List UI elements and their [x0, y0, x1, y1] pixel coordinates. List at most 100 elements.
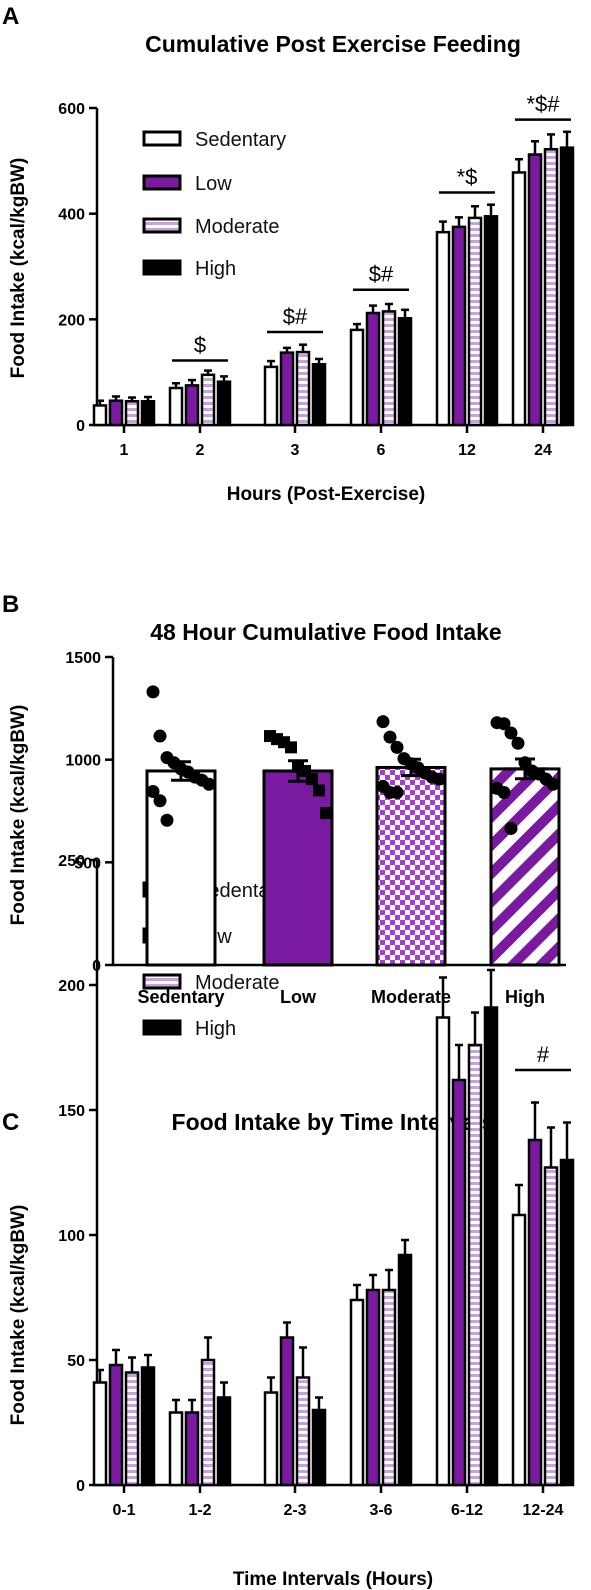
bar-low: [262, 769, 334, 967]
data-point: [313, 784, 325, 797]
bar-high: [311, 1408, 327, 1487]
x-tick-label: 3: [291, 442, 300, 459]
legend-a: Sedentary Low Moderate High: [142, 129, 286, 280]
bar-moderate: [381, 310, 397, 427]
legend-label-high: High: [195, 1018, 236, 1040]
bar-high: [559, 1158, 575, 1487]
data-point: [432, 772, 446, 786]
y-tick-label: 50: [67, 1353, 85, 1370]
bar-low: [527, 153, 543, 427]
bar-low: [451, 225, 467, 427]
bar-high: [483, 215, 499, 427]
x-tick-label: High: [505, 987, 545, 1007]
significance-label: *$: [457, 165, 478, 190]
bar-low: [184, 1411, 200, 1487]
bar-moderate: [467, 216, 483, 427]
data-point: [320, 807, 332, 820]
y-tick-label: 150: [58, 1103, 85, 1120]
bar-high: [483, 1006, 499, 1487]
significance-label: $#: [369, 262, 394, 287]
bar-low: [108, 399, 124, 427]
y-tick-label: 250: [58, 853, 85, 870]
legend-swatch-high: [142, 1019, 182, 1036]
chart-b-ylabel: Food Intake (kcal/kgBW): [8, 705, 29, 926]
x-tick-label: 2: [196, 442, 205, 459]
bar-moderate: [375, 765, 447, 967]
bar-high: [140, 399, 156, 427]
data-point: [390, 786, 404, 800]
x-tick-label: 12-24: [523, 1502, 564, 1519]
data-point: [376, 715, 390, 729]
bar-low: [279, 1336, 295, 1487]
bar-sedentary: [168, 1411, 184, 1487]
data-point: [504, 821, 518, 835]
bar-moderate: [543, 1166, 559, 1487]
y-tick-label: 1000: [65, 753, 101, 770]
significance-label: #: [537, 1042, 550, 1067]
chart-c-xlabel: Time Intervals (Hours): [233, 1569, 433, 1590]
bar-sedentary: [511, 171, 527, 427]
legend-label-low: Low: [195, 173, 232, 195]
bar-low: [108, 1363, 124, 1487]
bar-moderate: [295, 1376, 311, 1487]
y-tick-label: 500: [74, 855, 101, 872]
data-point: [285, 741, 297, 754]
bar-moderate: [124, 399, 140, 427]
x-tick-label: 0-1: [112, 1502, 135, 1519]
x-tick-label: 6: [377, 442, 386, 459]
data-point: [153, 729, 167, 743]
y-tick-label: 600: [58, 101, 85, 118]
chart-b-title: 48 Hour Cumulative Food Intake: [150, 619, 501, 645]
bar-sedentary: [92, 1381, 108, 1487]
bar-sedentary: [263, 365, 279, 427]
bar-moderate: [543, 147, 559, 427]
legend-swatch-moderate: [142, 217, 182, 234]
y-tick-label: 1500: [65, 650, 101, 667]
bar-moderate: [124, 1371, 140, 1487]
x-tick-label: 24: [534, 442, 552, 459]
bar-low: [451, 1078, 467, 1487]
legend-swatch-sedentary: [142, 130, 182, 147]
data-point: [504, 726, 518, 740]
chart-a-title: Cumulative Post Exercise Feeding: [145, 31, 521, 57]
bar-moderate: [381, 1288, 397, 1487]
bar-sedentary: [349, 328, 365, 427]
bar-high: [140, 1366, 156, 1487]
data-point: [146, 685, 160, 699]
significance-label: $#: [283, 304, 308, 329]
significance-label: $: [194, 333, 206, 358]
data-point: [497, 786, 511, 800]
data-point: [306, 773, 318, 786]
x-tick-label: 2-3: [283, 1502, 306, 1519]
legend-swatch-moderate: [142, 973, 182, 990]
data-point: [546, 777, 560, 791]
y-tick-label: 0: [92, 958, 101, 975]
panel-letter-c: C: [2, 1109, 19, 1136]
chart-c-ylabel: Food Intake (kcal/kgBW): [8, 1205, 29, 1426]
data-point: [146, 784, 160, 798]
panel-letter-b: B: [2, 591, 19, 618]
x-tick-label: 1: [120, 442, 129, 459]
data-point: [153, 794, 167, 808]
bar-high: [216, 380, 232, 427]
chart-a-ylabel: Food Intake (kcal/kgBW): [8, 158, 29, 379]
bar-moderate: [200, 373, 216, 427]
bar-high: [397, 317, 413, 427]
bar-sedentary: [435, 230, 451, 427]
data-point: [497, 717, 511, 731]
legend-label-moderate: Moderate: [195, 972, 280, 994]
data-point: [390, 740, 404, 754]
bar-sedentary: [511, 1213, 527, 1487]
bar-moderate: [200, 1358, 216, 1487]
bar-high: [397, 1253, 413, 1487]
y-tick-label: 200: [58, 312, 85, 329]
bar-sedentary: [92, 404, 108, 427]
bar-sedentary: [435, 1016, 451, 1487]
y-tick-label: 100: [58, 1228, 85, 1245]
bar-high: [489, 767, 561, 967]
chart-a-xlabel: Hours (Post-Exercise): [227, 484, 426, 505]
y-tick-label: 0: [76, 1478, 85, 1495]
bar-moderate: [295, 350, 311, 427]
bar-sedentary: [349, 1298, 365, 1487]
y-tick-label: 200: [58, 978, 85, 995]
